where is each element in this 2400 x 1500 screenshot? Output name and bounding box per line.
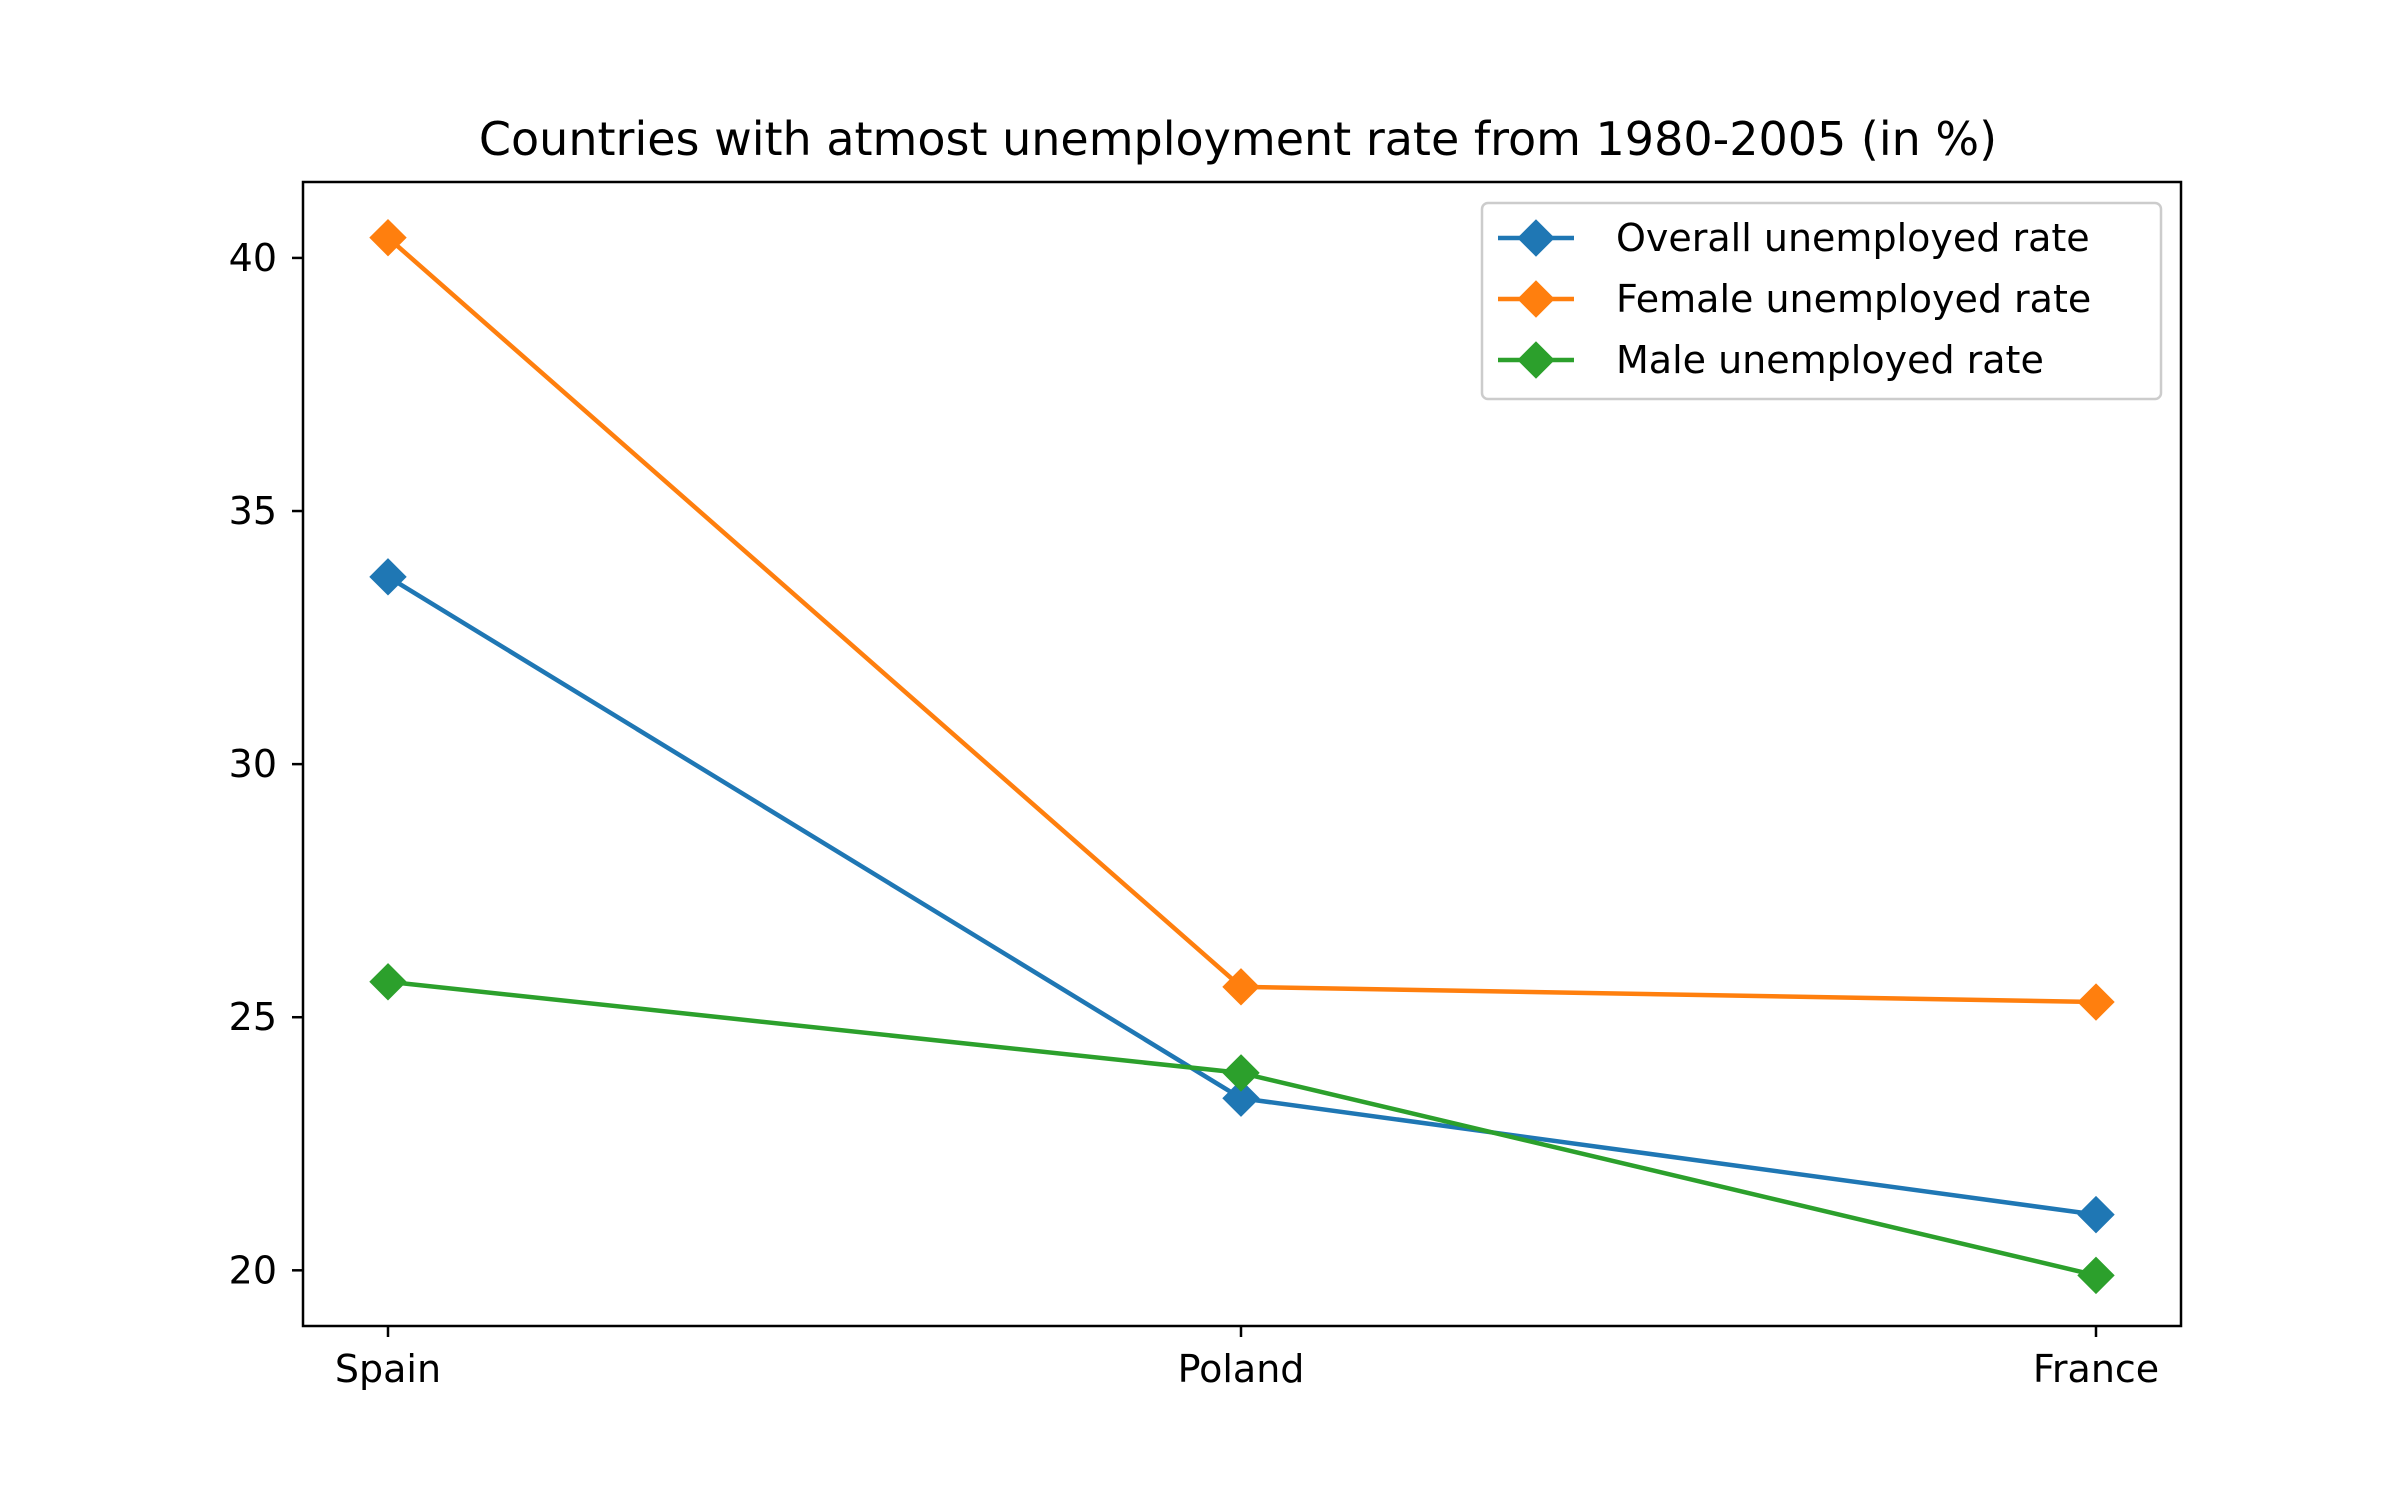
legend-label: Overall unemployed rate xyxy=(1616,216,2090,260)
y-tick-label: 25 xyxy=(229,995,277,1039)
legend-box xyxy=(1480,201,2163,401)
x-tick-label-poland: Poland xyxy=(1178,1347,1305,1391)
data-point-marker xyxy=(2077,1195,2115,1234)
series-layer xyxy=(369,218,2115,1295)
legend-marker xyxy=(1517,341,1555,379)
data-point-marker xyxy=(1222,1079,1260,1117)
series-line xyxy=(387,979,2097,1278)
data-point-marker xyxy=(2077,1256,2115,1295)
legend-label: Female unemployed rate xyxy=(1616,277,2091,321)
legend-marker xyxy=(1517,219,1555,257)
series-line xyxy=(386,574,2097,1217)
axes: 20 25 30 35 40 Spain Poland France xyxy=(229,180,2183,1391)
data-point-marker xyxy=(369,218,407,257)
data-point-marker xyxy=(2077,983,2115,1021)
legend: Overall unemployed rate Female unemployed… xyxy=(1480,201,2163,401)
legend-marker xyxy=(1517,280,1555,318)
chart-title: Countries with atmost unemployment rate … xyxy=(479,112,1997,166)
y-tick-label: 35 xyxy=(229,489,277,533)
x-tick-label-spain: Spain xyxy=(335,1347,441,1391)
legend-label: Male unemployed rate xyxy=(1616,338,2044,382)
data-point-marker xyxy=(1222,1054,1260,1092)
y-tick-label: 30 xyxy=(229,742,277,786)
x-tick-label-france: France xyxy=(2033,1347,2159,1391)
y-tick-label: 40 xyxy=(229,236,277,280)
data-point-marker xyxy=(1222,968,1260,1006)
data-point-marker xyxy=(369,963,407,1001)
data-point-marker xyxy=(369,558,407,596)
series-2 xyxy=(369,218,2115,1021)
legend-item: Male unemployed rate xyxy=(1498,338,2044,382)
series-1 xyxy=(369,558,2115,1234)
y-tick-label: 20 xyxy=(229,1248,277,1292)
legend-item: Overall unemployed rate xyxy=(1498,216,2090,260)
legend-item: Female unemployed rate xyxy=(1498,277,2091,321)
series-3 xyxy=(369,963,2115,1295)
